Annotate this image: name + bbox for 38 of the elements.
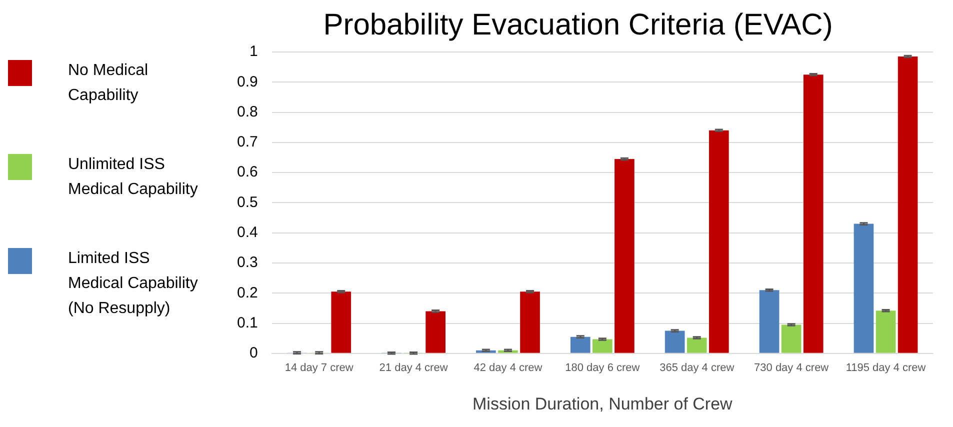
x-tick-label: 21 day 4 crew <box>379 362 448 374</box>
x-tick-label: 14 day 7 crew <box>284 362 354 374</box>
x-tick-label: 1195 day 4 crew <box>846 362 926 374</box>
y-tick-label: 0.6 <box>236 164 258 181</box>
bar <box>686 338 707 353</box>
y-tick-label: 0.8 <box>236 103 258 120</box>
x-tick-label: 365 day 4 crew <box>660 362 734 374</box>
y-tick-label: 1 <box>250 43 258 60</box>
y-tick-label: 0.1 <box>236 314 258 332</box>
bar <box>331 292 352 353</box>
bar <box>614 158 634 353</box>
bar <box>759 290 780 353</box>
x-tick-label: 180 day 6 crew <box>565 362 640 374</box>
bar <box>708 130 729 353</box>
chart-title: Probability Evacuation Criteria (EVAC) <box>323 8 833 42</box>
bar <box>854 224 874 353</box>
y-tick-label: 0.5 <box>236 194 258 211</box>
legend-label: Unlimited ISS Medical Capability <box>68 155 198 200</box>
y-tick-label: 0.2 <box>236 284 258 302</box>
y-tick-label: 0.4 <box>236 224 258 241</box>
y-tick-label: 0.9 <box>236 73 258 90</box>
legend-label: No Medical Capability <box>68 61 150 106</box>
legend-label: Limited ISS Medical Capability (No Resupply) <box>68 249 198 319</box>
bar <box>803 74 824 353</box>
y-tick-label: 0 <box>250 344 258 362</box>
bar <box>592 339 612 353</box>
bar <box>664 330 685 353</box>
x-tick-label: 42 day 4 crew <box>474 362 542 374</box>
y-tick-label: 0.7 <box>236 134 258 151</box>
bar <box>876 310 896 353</box>
x-tick-label: 730 day 4 crew <box>754 362 829 374</box>
x-axis-title: Mission Duration, Number of Crew <box>472 394 734 414</box>
bar <box>426 311 446 353</box>
y-tick-label: 0.3 <box>236 254 258 272</box>
bar <box>781 324 802 353</box>
bar <box>570 336 590 353</box>
bar <box>898 56 918 353</box>
bar <box>520 292 540 353</box>
